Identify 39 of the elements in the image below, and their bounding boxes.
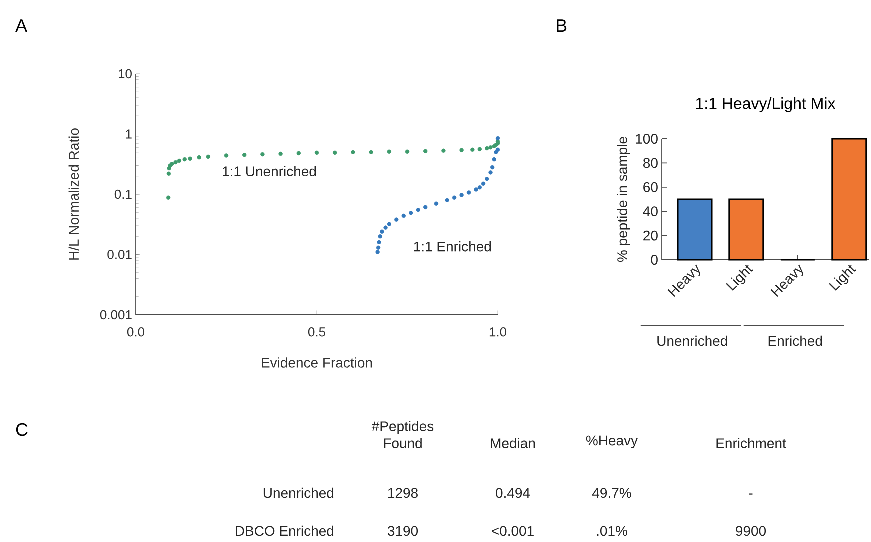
text: C [16,423,28,436]
y-tick-label: 10 [118,69,132,79]
text: Enrichment [716,438,786,448]
y-tick-label: 100 [636,134,658,144]
x-tick-label: 0.5 [308,328,326,337]
y-axis-title: H/L Normalized Ratio [68,128,80,260]
x-axis-title: Evidence Fraction [262,358,372,368]
y-tick-label: 0.001 [100,310,132,320]
text: A [16,20,28,32]
text: B [557,20,567,32]
text: Median [491,438,536,448]
text: 1298 [388,488,418,498]
y-tick-label: 60 [644,182,658,192]
text: 0.494 [496,488,530,498]
y-tick-label: 1 [126,130,132,139]
text: 9900 [736,526,766,536]
text: Unenriched [658,336,728,346]
text: Enriched [768,336,822,346]
y-tick-label: 0.01 [108,250,132,260]
y-tick-label: 0.1 [114,190,132,200]
y-tick-label: 20 [644,230,658,241]
series-label: 1:1 Enriched [414,241,492,252]
text: 3190 [388,526,418,536]
y-tick-label: 80 [644,158,658,168]
text: %Heavy [586,436,638,448]
text: #Peptides Found [372,421,434,448]
y-tick-label: 0 [651,255,658,265]
x-tick-label: 1.0 [490,328,507,337]
text: - [749,494,753,495]
y-axis-title: % peptide in sample [617,137,630,262]
chart-title: 1:1 Heavy/Light Mix [696,98,836,112]
series-label: 1:1 Unenriched [223,166,316,177]
y-tick-label: 40 [643,206,658,217]
text: Unenriched [264,488,334,498]
x-tick-label: 0.0 [127,328,145,337]
text: DBCO Enriched [236,526,334,536]
text: 49.7% [592,488,632,498]
text: <0.001 [492,526,534,536]
text: .01% [597,526,628,536]
